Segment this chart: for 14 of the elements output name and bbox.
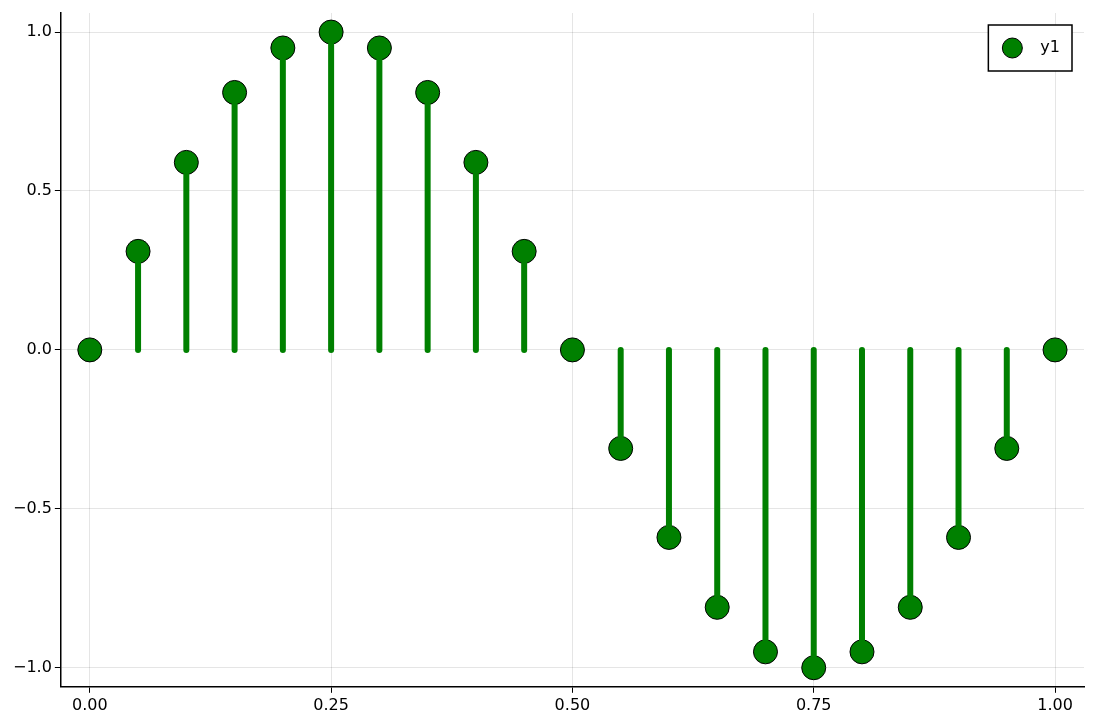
x-tick-label: 0.25: [313, 694, 349, 714]
point: [1042, 337, 1068, 363]
y-tick-label: 0.5: [26, 180, 52, 200]
x-tick-label: 0.00: [72, 694, 108, 714]
point: [559, 337, 585, 363]
legend-label: y1: [1040, 37, 1061, 57]
y-tick-label: −0.5: [12, 497, 52, 517]
x-tick-label: 1.00: [1037, 694, 1073, 714]
y-tick-label: −1.0: [12, 656, 52, 676]
x-tick-label: 0.50: [554, 694, 591, 714]
y-tick-label: 0.0: [26, 339, 52, 359]
point: [77, 337, 103, 363]
x-tick-label: 0.75: [795, 694, 832, 714]
y-tick-label: 1.0: [26, 21, 52, 41]
